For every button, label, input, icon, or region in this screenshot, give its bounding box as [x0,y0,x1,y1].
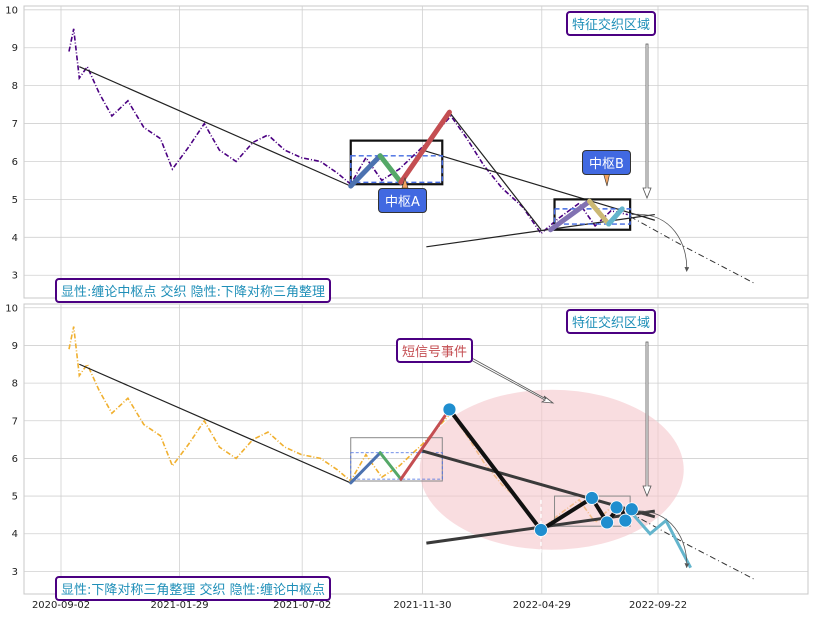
bottom-y-tick-label: 5 [12,492,18,503]
top-y-tick-label: 3 [12,271,18,282]
bottom-y-tick-label: 6 [12,454,18,465]
signal-marker [534,523,548,537]
bottom-feature-pointer [642,341,652,498]
bottom-y-tick-label: 7 [12,416,18,427]
signal-marker [624,502,639,517]
signal-marker [442,402,457,417]
top-y-tick-label: 5 [12,195,18,206]
top-trend-line [79,66,351,187]
top-y-tick-label: 4 [12,233,18,244]
top-zigzag-stroke [377,153,404,185]
x-tick-label: 2021-07-02 [273,600,331,611]
top-zigzag-stroke [398,109,452,185]
signal-marker [618,513,633,528]
x-tick-label: 2022-04-29 [513,600,571,611]
top-y-tick-label: 6 [12,157,18,168]
top-zigzag-stroke [548,198,593,233]
x-tick-label: 2020-09-02 [32,600,90,611]
bottom-zigzag-stroke [349,451,382,485]
top-plot-area [23,5,809,299]
top-center-box-inner [350,155,443,184]
bottom-panel: 3 4 5 6 7 8 9 10 [5,303,809,595]
top-feature-pointer [642,43,652,200]
x-tick-label: 2021-01-29 [151,600,209,611]
top-trend-line [422,149,655,221]
bottom-plot-area [23,303,809,595]
bottom-price-line [68,326,628,532]
signal-marker [609,500,624,515]
bottom-trend-line [79,363,351,484]
top-trend-line [448,111,542,231]
top-y-tick-label: 7 [12,119,18,130]
top-zigzag-stroke [587,198,612,227]
bottom-forecast-stroke [630,512,692,569]
bottom-y-tick-label: 4 [12,529,18,540]
top-y-tick-label: 9 [12,43,18,54]
event-pointer [468,356,555,404]
bottom-projection-line [629,512,754,580]
bottom-zigzag-stroke [399,407,451,481]
bottom-y-tick-label: 8 [12,379,18,390]
top-panel: 3 4 5 6 7 8 9 10 [5,5,809,299]
bottom-center-box-inner [350,452,443,480]
top-zigzag-stroke [348,153,383,189]
signal-marker [585,491,599,505]
x-tick-label: 2022-09-22 [629,600,687,611]
bottom-curved-arrow [631,510,690,569]
top-price-line [68,28,628,235]
bottom-y-tick-label: 10 [5,303,18,314]
bottom-y-tick-label: 3 [12,567,18,578]
top-zigzag-stroke [606,206,625,227]
top-trend-line [426,213,655,248]
bottom-zigzag-stroke [378,451,403,481]
x-tick-label: 2021-11-30 [393,600,451,611]
bottom-y-tick-label: 9 [12,341,18,352]
top-projection-line [629,216,754,284]
top-curved-arrow [631,214,690,272]
bottom-center-box-outer [350,437,443,482]
top-y-tick-label: 8 [12,81,18,92]
top-y-tick-label: 10 [5,5,18,16]
signal-marker [600,515,614,530]
